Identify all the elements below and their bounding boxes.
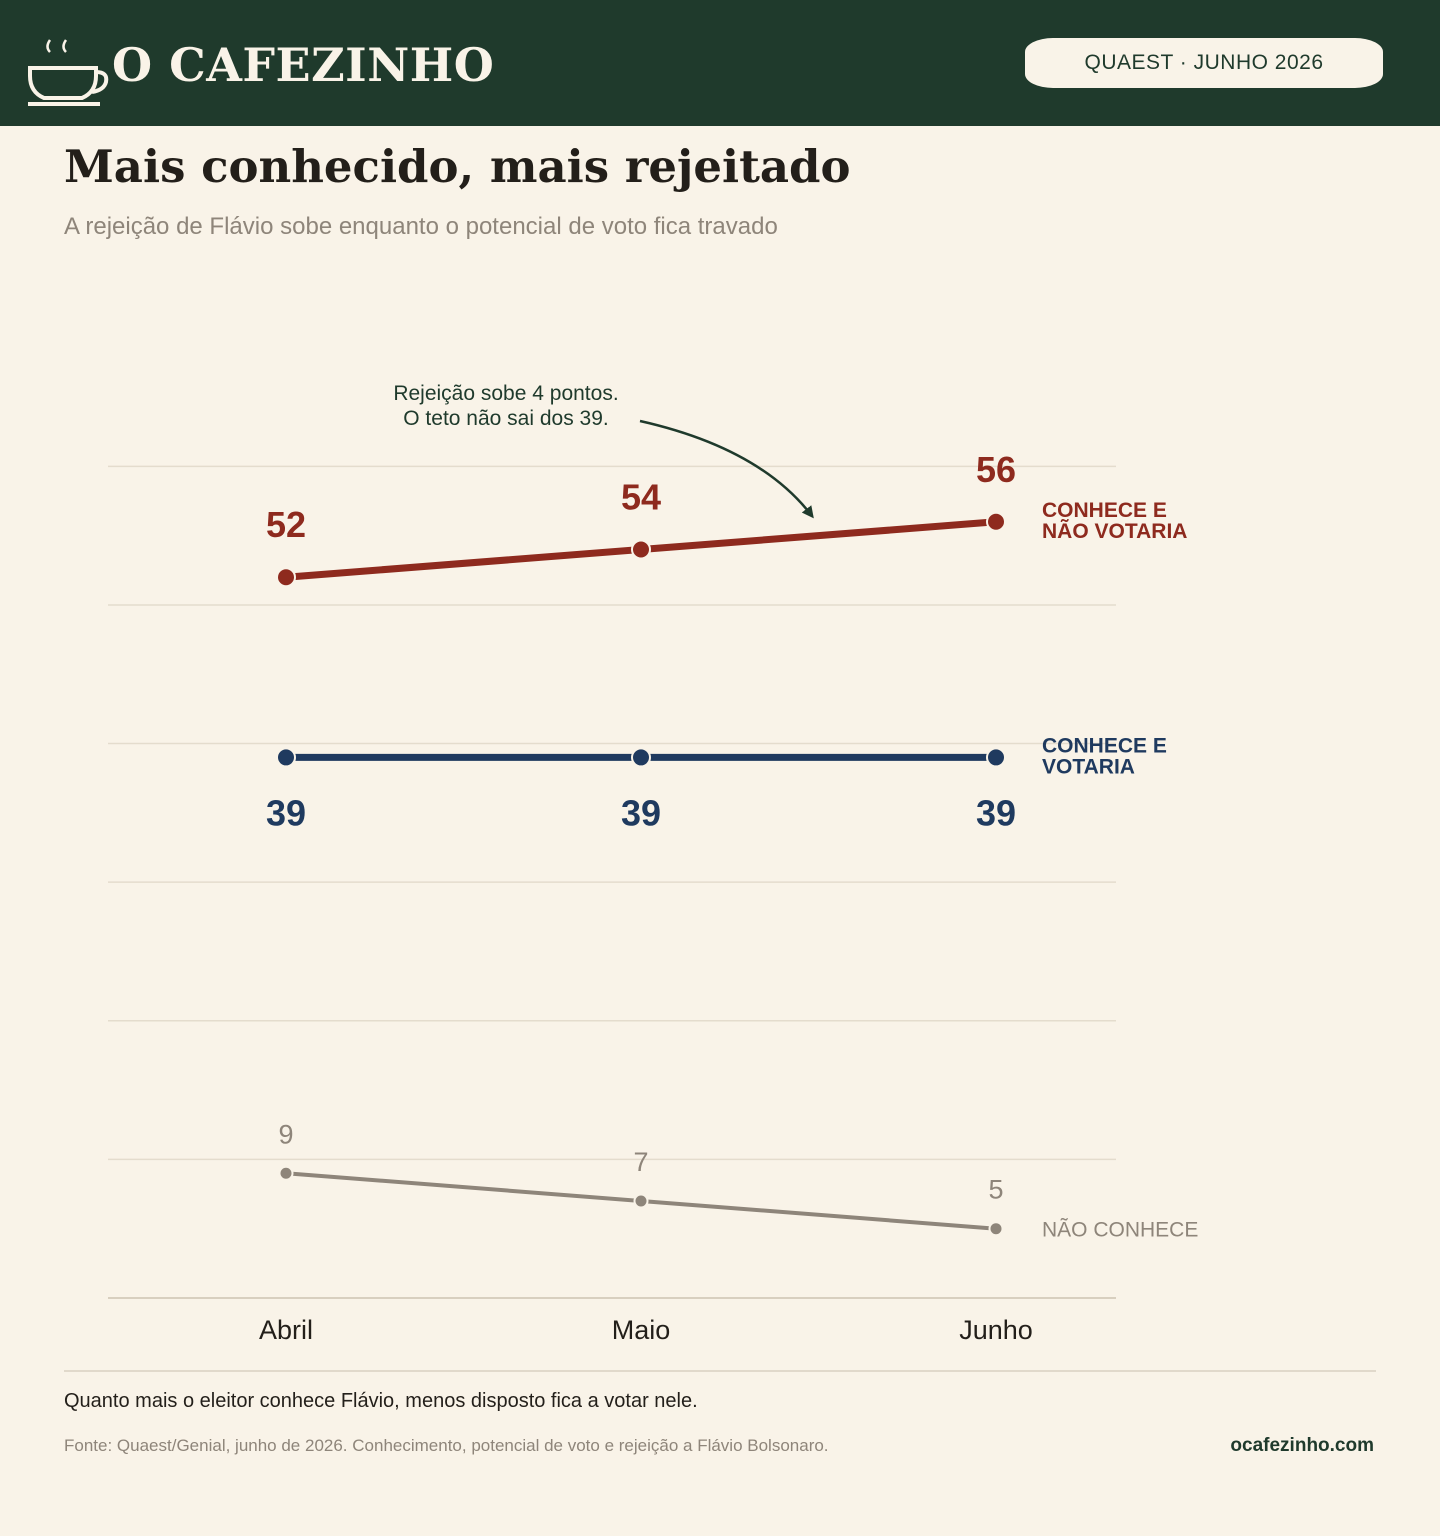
survey-badge: QUAEST · JUNHO 2026: [1025, 38, 1383, 88]
source-text: Fonte: Quaest/Genial, junho de 2026. Con…: [64, 1436, 829, 1455]
x-tick-label: Maio: [612, 1315, 671, 1345]
data-label: 7: [633, 1147, 648, 1177]
data-label: 54: [621, 477, 661, 518]
brand-logo-text: O CAFEZINHO: [112, 38, 495, 92]
site-link[interactable]: ocafezinho.com: [1230, 1435, 1374, 1456]
data-point: [988, 1221, 1004, 1237]
data-label: 5: [988, 1175, 1003, 1205]
data-point: [276, 747, 296, 768]
data-label: 52: [266, 504, 306, 545]
data-label: 39: [976, 792, 1016, 833]
data-label: 56: [976, 449, 1016, 490]
chart-title: Mais conhecido, mais rejeitado: [64, 140, 851, 193]
series-label: CONHECE E VOTARIA: [1042, 734, 1167, 778]
annotation-text: Rejeição sobe 4 pontos. O teto não sai do…: [393, 382, 618, 430]
series-label: CONHECE E NÃO VOTARIA: [1042, 499, 1187, 543]
series-label: NÃO CONHECE: [1042, 1218, 1198, 1242]
footer-note: Quanto mais o eleitor conhece Flávio, me…: [64, 1390, 698, 1412]
data-point: [276, 567, 296, 588]
footer-divider: [64, 1370, 1376, 1372]
x-tick-label: Abril: [259, 1315, 313, 1345]
data-label: 39: [621, 792, 661, 833]
annotation-arrow: [639, 419, 814, 519]
data-label: 39: [266, 792, 306, 833]
data-point: [278, 1165, 294, 1181]
data-point: [631, 747, 651, 768]
x-tick-label: Junho: [959, 1315, 1033, 1345]
header-bar: O CAFEZINHO QUAEST · JUNHO 2026: [0, 0, 1440, 126]
chart-subtitle: A rejeição de Flávio sobe enquanto o pot…: [64, 213, 778, 240]
data-point: [986, 511, 1006, 532]
data-point: [631, 539, 651, 560]
data-label: 9: [278, 1119, 293, 1149]
coffee-cup-icon: [24, 36, 110, 113]
data-point: [986, 747, 1006, 768]
data-point: [633, 1193, 649, 1209]
